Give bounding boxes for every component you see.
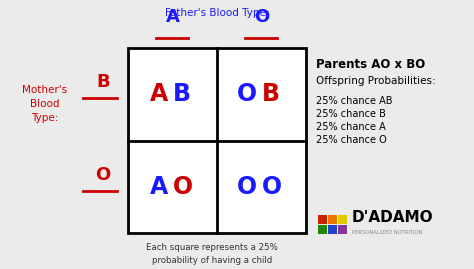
Bar (328, 225, 337, 234)
Bar (328, 215, 337, 224)
Text: Parents AO x BO: Parents AO x BO (316, 58, 425, 71)
Text: O: O (254, 8, 269, 26)
Bar (128, 48, 306, 233)
Text: A: A (150, 82, 168, 106)
Text: B: B (96, 73, 110, 91)
Text: Father's Blood Type:: Father's Blood Type: (165, 8, 269, 18)
Text: O: O (237, 175, 257, 199)
Text: O: O (237, 82, 257, 106)
Text: A: A (150, 175, 168, 199)
Text: 25% chance A: 25% chance A (316, 122, 386, 132)
Bar (318, 215, 327, 224)
Text: O: O (173, 175, 192, 199)
Text: O: O (95, 166, 110, 184)
Text: 25% chance O: 25% chance O (316, 135, 387, 145)
Text: Each square represents a 25%
probability of having a child
with that combination: Each square represents a 25% probability… (143, 243, 282, 269)
Text: Mother's
Blood
Type:: Mother's Blood Type: (22, 85, 68, 123)
Text: B: B (262, 82, 280, 106)
Text: PERSONALIZED NUTRITION: PERSONALIZED NUTRITION (352, 229, 422, 235)
Bar (318, 225, 327, 234)
Text: A: A (165, 8, 180, 26)
Text: Offspring Probabilities:: Offspring Probabilities: (316, 76, 436, 86)
Text: B: B (173, 82, 191, 106)
Bar (338, 215, 347, 224)
Text: D'ADAMO: D'ADAMO (352, 211, 434, 225)
Text: O: O (262, 175, 282, 199)
Text: 25% chance B: 25% chance B (316, 109, 386, 119)
Text: 25% chance AB: 25% chance AB (316, 96, 392, 106)
Bar (338, 225, 347, 234)
